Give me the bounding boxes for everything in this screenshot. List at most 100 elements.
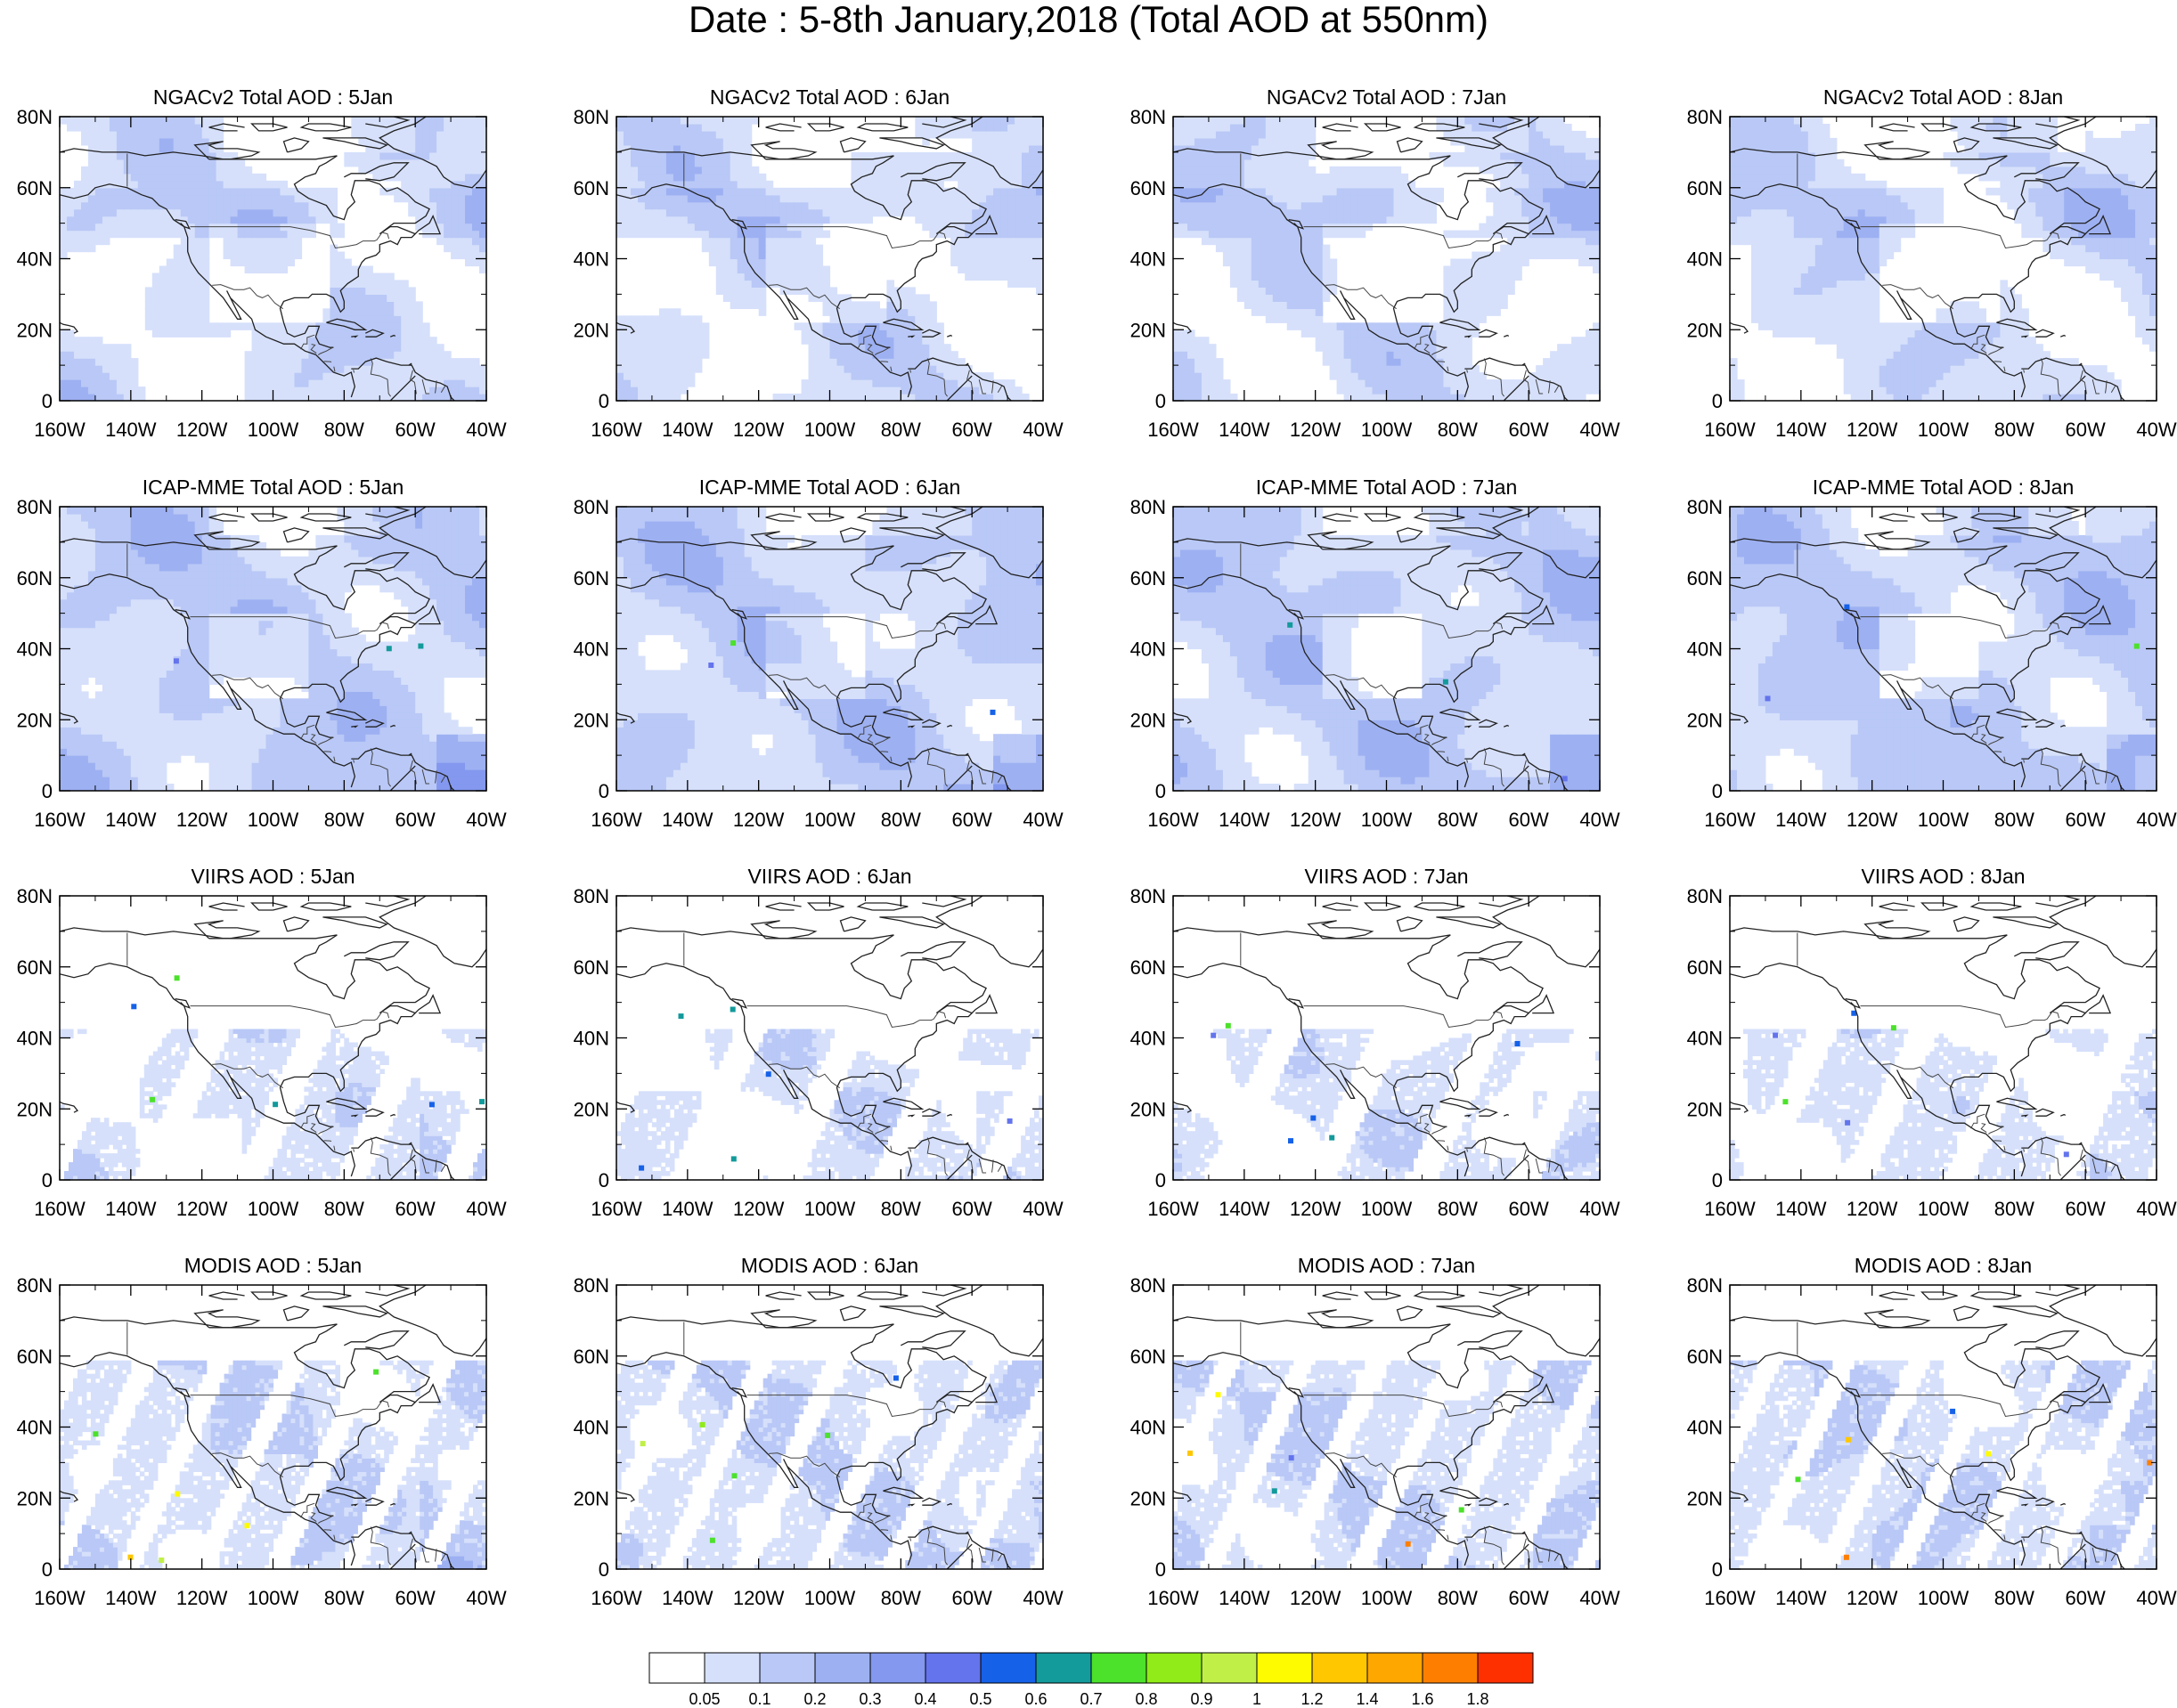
lat-tick-label: 40N	[1687, 1417, 1723, 1439]
lon-tick-label: 120W	[176, 809, 228, 831]
lon-tick-label: 60W	[395, 809, 436, 831]
panel-title: MODIS AOD : 7Jan	[1298, 1254, 1475, 1277]
lat-tick-label: 0	[599, 780, 609, 802]
lat-tick-label: 0	[1712, 1169, 1723, 1192]
panel-title: VIIRS AOD : 6Jan	[747, 865, 911, 888]
lat-tick-label: 20N	[1687, 1487, 1723, 1509]
lat-tick-label: 0	[42, 1169, 53, 1192]
lat-tick-label: 80N	[1687, 1274, 1723, 1297]
panel-title: MODIS AOD : 8Jan	[1855, 1254, 2032, 1277]
lat-tick-label: 60N	[1130, 177, 1166, 199]
lat-tick-label: 40N	[1687, 638, 1723, 661]
colorbar-box	[704, 1652, 761, 1684]
lon-tick-label: 40W	[1023, 809, 1063, 831]
lon-tick-label: 160W	[1147, 419, 1199, 441]
map-panel-viirs-7jan: 160W 140W 120W 100W 80W 60W 40W 0 20N 40N 60N 80N VI…	[1130, 865, 1620, 1220]
aod-field	[60, 507, 486, 791]
lat-tick-label: 20N	[1130, 1098, 1166, 1120]
lon-tick-label: 40W	[1023, 419, 1063, 441]
lat-tick-label: 60N	[1130, 567, 1166, 590]
lon-tick-label: 60W	[1509, 1587, 1549, 1609]
lon-tick-label: 100W	[804, 419, 856, 441]
lon-tick-label: 140W	[105, 1198, 157, 1220]
aod-field	[1730, 507, 2157, 791]
panel-title: NGACv2 Total AOD : 5Jan	[153, 85, 393, 109]
colorbar-box	[980, 1652, 1037, 1684]
map-panel-icap-mme-8jan: 160W 140W 120W 100W 80W 60W 40W 0 20N 40N 60N 80N IC…	[1687, 476, 2177, 831]
lat-tick-label: 40N	[574, 1028, 609, 1050]
coastlines	[1730, 117, 2157, 401]
lat-tick-label: 20N	[17, 1098, 53, 1120]
lat-tick-label: 60N	[17, 956, 53, 979]
colorbar-box	[814, 1652, 871, 1684]
lon-tick-label: 40W	[1023, 1587, 1063, 1609]
colorbar-label: 1.2	[1300, 1690, 1323, 1708]
lat-tick-label: 60N	[17, 567, 53, 590]
lon-tick-label: 60W	[2066, 1587, 2106, 1609]
coastlines	[616, 1285, 1043, 1569]
lon-tick-label: 60W	[2066, 419, 2106, 441]
lon-tick-label: 80W	[881, 1198, 921, 1220]
colorbar-box	[869, 1652, 926, 1684]
lon-tick-label: 100W	[1918, 809, 1969, 831]
colorbar-label: 0.6	[1024, 1690, 1047, 1708]
lon-tick-label: 60W	[1509, 419, 1549, 441]
lat-tick-label: 80N	[1130, 1274, 1166, 1297]
lat-tick-label: 80N	[574, 885, 609, 907]
map-panel-icap-mme-5jan: 160W 140W 120W 100W 80W 60W 40W 0 20N 40N 60N 80N IC…	[17, 476, 507, 831]
aod-field	[1173, 507, 1600, 791]
lat-tick-label: 0	[42, 390, 53, 412]
lat-tick-label: 80N	[1687, 885, 1723, 907]
map-panel-modis-5jan: 160W 140W 120W 100W 80W 60W 40W 0 20N 40N 60N 80N MO…	[17, 1254, 507, 1609]
lon-tick-label: 80W	[1438, 1198, 1478, 1220]
panel-title: NGACv2 Total AOD : 6Jan	[710, 85, 950, 109]
lat-tick-label: 40N	[1687, 1028, 1723, 1050]
panel-title: ICAP-MME Total AOD : 5Jan	[143, 476, 404, 499]
lon-tick-label: 160W	[591, 419, 642, 441]
panel-title: MODIS AOD : 6Jan	[741, 1254, 918, 1277]
lon-tick-label: 80W	[1994, 1587, 2034, 1609]
lon-tick-label: 40W	[2136, 1587, 2176, 1609]
lat-tick-label: 60N	[1130, 1346, 1166, 1368]
coastlines	[616, 117, 1043, 401]
lon-tick-label: 140W	[662, 1587, 713, 1609]
lon-tick-label: 140W	[105, 1587, 157, 1609]
lat-tick-label: 60N	[574, 177, 609, 199]
lon-tick-label: 120W	[1847, 1198, 1898, 1220]
lat-tick-label: 80N	[1687, 106, 1723, 128]
lon-tick-label: 80W	[1994, 1198, 2034, 1220]
lon-tick-label: 160W	[1147, 1587, 1199, 1609]
lat-tick-label: 60N	[17, 177, 53, 199]
lat-tick-label: 60N	[1687, 567, 1723, 590]
lat-tick-label: 20N	[1687, 1098, 1723, 1120]
aod-field	[616, 507, 1043, 791]
coastlines	[1730, 1285, 2157, 1569]
lat-tick-label: 20N	[574, 709, 609, 731]
panel-title: NGACv2 Total AOD : 8Jan	[1823, 85, 2063, 109]
lon-tick-label: 140W	[1775, 419, 1827, 441]
colorbar: 0.05 0.1 0.2 0.3 0.4 0.5 0.6 0.7 0.8 0.9 1 1.2 1.4 1.…	[648, 1652, 1534, 1708]
lon-tick-label: 160W	[1147, 1198, 1199, 1220]
lon-tick-label: 140W	[1775, 809, 1827, 831]
lon-tick-label: 40W	[466, 809, 506, 831]
lon-tick-label: 60W	[395, 1198, 436, 1220]
lon-tick-label: 120W	[1290, 1198, 1341, 1220]
lon-tick-label: 160W	[591, 1198, 642, 1220]
aod-field	[616, 1285, 1043, 1569]
colorbar-box	[1201, 1652, 1258, 1684]
lon-tick-label: 100W	[248, 809, 299, 831]
lat-tick-label: 0	[1712, 780, 1723, 802]
lon-tick-label: 120W	[1290, 1587, 1341, 1609]
lon-tick-label: 40W	[1579, 1587, 1619, 1609]
colorbar-box	[1090, 1652, 1147, 1684]
lon-tick-label: 80W	[324, 1587, 364, 1609]
map-panel-modis-7jan: 160W 140W 120W 100W 80W 60W 40W 0 20N 40N 60N 80N MO…	[1130, 1254, 1620, 1609]
lon-tick-label: 60W	[395, 419, 436, 441]
colorbar-box	[1477, 1652, 1534, 1684]
aod-field	[1173, 117, 1600, 401]
lat-tick-label: 60N	[574, 956, 609, 979]
lat-tick-label: 0	[599, 1558, 609, 1581]
coastlines	[60, 117, 486, 401]
coastlines	[60, 896, 486, 1180]
lat-tick-label: 20N	[574, 1487, 609, 1509]
